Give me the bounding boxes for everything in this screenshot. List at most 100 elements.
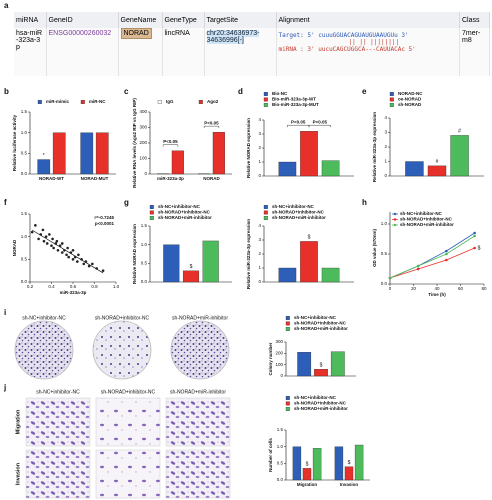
bar: [354, 444, 364, 481]
point: [39, 233, 43, 236]
y-tick-label: 1.0: [277, 444, 284, 449]
y-tick-label: 0: [144, 171, 147, 176]
marker: [416, 267, 420, 271]
legend-label: Ago2: [207, 99, 219, 104]
header-cell: GeneName: [118, 12, 163, 28]
significance-mark: $: [190, 264, 193, 270]
point: [82, 262, 86, 266]
legend-label: Bio-miR-323a-3p-MUT: [272, 102, 319, 107]
header-cell: Class: [459, 12, 490, 28]
x-tick-label: 0.2: [27, 284, 34, 289]
y-tick-label: 0.0: [277, 477, 284, 482]
y-tick-label: 2: [258, 145, 261, 150]
row-label: Migration: [15, 409, 21, 434]
target-site: chr20:34636973-34636996[-]: [206, 30, 260, 44]
header-cell: miRNA: [14, 12, 47, 28]
bar: [182, 270, 200, 283]
y-tick-label: 300: [139, 125, 147, 130]
y-tick-label: 2: [258, 251, 261, 256]
legend-label: sh-NORAD+miR-inhibitor: [294, 406, 348, 411]
y-tick-label: 0.0: [381, 281, 388, 286]
transwell-image: [95, 449, 161, 499]
significance-mark: $: [478, 245, 481, 251]
point: [50, 244, 53, 248]
y-axis-label: Number of cells: [268, 438, 273, 472]
significance-mark: #: [436, 159, 439, 165]
y-tick-label: 0: [258, 173, 261, 178]
y-tick-label: 400: [139, 109, 147, 114]
bar: [300, 241, 318, 283]
point: [91, 262, 94, 266]
significance-mark: $: [348, 460, 351, 466]
photo-label: sh-NC+inhibitor-NC: [22, 315, 66, 321]
legend-label: sh-NORAD+miR-inhibitor: [294, 326, 348, 331]
y-tick-label: 4: [258, 223, 261, 228]
transwell-image: [165, 397, 231, 447]
line: [389, 235, 475, 279]
legend-swatch: [389, 103, 394, 107]
bar: [302, 468, 312, 481]
legend-swatch: [263, 97, 268, 102]
y-axis-label: Colony number: [268, 342, 273, 375]
legend-swatch: [285, 327, 290, 331]
point: [80, 258, 83, 261]
legend-label: sh-NC+inhibitor-NC: [158, 204, 201, 209]
panel-label: h: [362, 198, 367, 207]
legend-swatch: [149, 216, 154, 220]
x-tick-label: 0.8: [91, 284, 98, 289]
y-axis-label: Relative miR-323a-3p expression: [246, 219, 251, 290]
point: [73, 255, 77, 259]
y-tick-label: 0.5: [277, 461, 284, 466]
photo-label: sh-NORAD+miR-inhibitor: [170, 389, 226, 395]
bracket: [162, 144, 179, 147]
legend-label: Bio-NC: [272, 91, 288, 96]
y-tick-label: 1.0: [21, 130, 28, 135]
point: [37, 237, 40, 241]
y-axis-label: NORAD: [12, 239, 17, 256]
bar: [171, 150, 184, 175]
legend-label: sh-NORAD: [398, 102, 422, 107]
transwell-image: [95, 397, 161, 447]
point: [87, 264, 91, 268]
legend-swatch: [263, 210, 268, 215]
legend-swatch: [263, 216, 268, 220]
bracket: [287, 125, 310, 128]
gene-name-cell: NORAD: [118, 28, 163, 76]
point: [56, 248, 60, 252]
marker: [388, 276, 392, 280]
bar: [212, 131, 225, 175]
x-tick-label: 1.0: [113, 284, 120, 289]
marker: [416, 264, 420, 268]
point: [60, 242, 64, 245]
annotation: r=-0.7245: [94, 215, 114, 220]
point: [44, 235, 48, 238]
marker: [473, 246, 476, 250]
y-tick-label: 200: [139, 140, 147, 145]
y-tick-label: 0.5: [21, 257, 28, 262]
marker: [445, 249, 448, 253]
legend-label: sh-NORAD+inhibitor-NC: [272, 210, 325, 215]
header-cell: GeneType: [162, 12, 205, 28]
legend-label: sh-NORAD+miR-inhibitor: [272, 215, 326, 220]
target-table: miRNA GeneID GeneName GeneType TargetSit…: [14, 12, 490, 76]
bar: [297, 352, 312, 377]
header-cell: GeneID: [46, 12, 119, 28]
y-tick-label: 100: [139, 156, 147, 161]
y-tick-label: 0.0: [21, 279, 28, 284]
marker: [473, 234, 476, 238]
legend-label: sh-NORAD+inhibitor-NC: [400, 217, 453, 222]
legend-swatch: [393, 218, 397, 221]
marker: [473, 231, 476, 235]
marker: [445, 252, 448, 256]
panel-label: j: [3, 383, 6, 392]
legend-label: sh-NORAD+inhibitor-NC: [294, 401, 347, 406]
x-tick-label: 20: [411, 286, 417, 291]
y-tick-label: 1: [258, 159, 261, 164]
point: [48, 233, 51, 236]
legend-swatch: [37, 100, 42, 104]
transwell-image: [165, 449, 231, 499]
header-cell: TargetSite: [204, 12, 277, 28]
y-tick-label: 1.5: [21, 109, 28, 114]
point: [51, 237, 54, 241]
